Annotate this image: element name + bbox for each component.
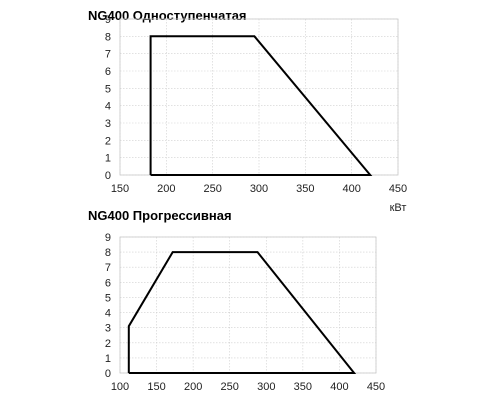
chart-title: NG400 Прогрессивная [88, 208, 232, 223]
y-tick-label: 4 [105, 101, 111, 113]
x-tick-label: 350 [296, 183, 314, 195]
x-tick-label: 350 [294, 381, 312, 393]
x-tick-label: 250 [221, 381, 239, 393]
y-tick-label: 6 [105, 66, 111, 78]
x-tick-label: 450 [389, 183, 407, 195]
y-tick-label: 0 [105, 170, 111, 182]
y-tick-label: 2 [105, 338, 111, 350]
y-tick-label: 5 [105, 292, 111, 304]
y-tick-label: 3 [105, 118, 111, 130]
x-tick-label: 200 [157, 183, 175, 195]
y-tick-label: 8 [105, 247, 111, 259]
chart-title: NG400 Одноступенчатая [88, 8, 247, 23]
x-tick-label: 150 [111, 183, 129, 195]
x-tick-label: 300 [250, 183, 268, 195]
chart-single-stage: NG400 Одноступенчатая кВт 0 1 2 3 4 5 6 7 8 9 150 2… [88, 8, 407, 214]
y-tick-label: 1 [105, 353, 111, 365]
chart-progressive: NG400 Прогрессивная 0 1 2 3 4 5 6 7 8 9 100 150 200 2… [88, 208, 385, 393]
x-tick-label: 100 [111, 381, 129, 393]
y-tick-label: 1 [105, 153, 111, 165]
y-tick-label: 3 [105, 323, 111, 335]
y-tick-label: 7 [105, 49, 111, 61]
x-tick-label: 400 [342, 183, 360, 195]
y-tick-label: 9 [105, 14, 111, 26]
y-tick-label: 0 [105, 368, 111, 380]
x-tick-label: 300 [257, 381, 275, 393]
x-tick-label: 250 [203, 183, 221, 195]
operating-range-line [127, 251, 357, 374]
y-tick-label: 8 [105, 31, 111, 43]
y-tick-label: 5 [105, 83, 111, 95]
y-tick-label: 4 [105, 308, 111, 320]
y-tick-label: 9 [105, 232, 111, 244]
y-tick-label: 6 [105, 277, 111, 289]
y-tick-label: 7 [105, 262, 111, 274]
x-axis-unit-label: кВт [390, 202, 407, 214]
x-tick-label: 150 [147, 381, 165, 393]
x-tick-label: 200 [184, 381, 202, 393]
x-tick-label: 450 [367, 381, 385, 393]
y-tick-label: 2 [105, 135, 111, 147]
x-tick-label: 400 [330, 381, 348, 393]
operating-range-line [149, 35, 373, 176]
